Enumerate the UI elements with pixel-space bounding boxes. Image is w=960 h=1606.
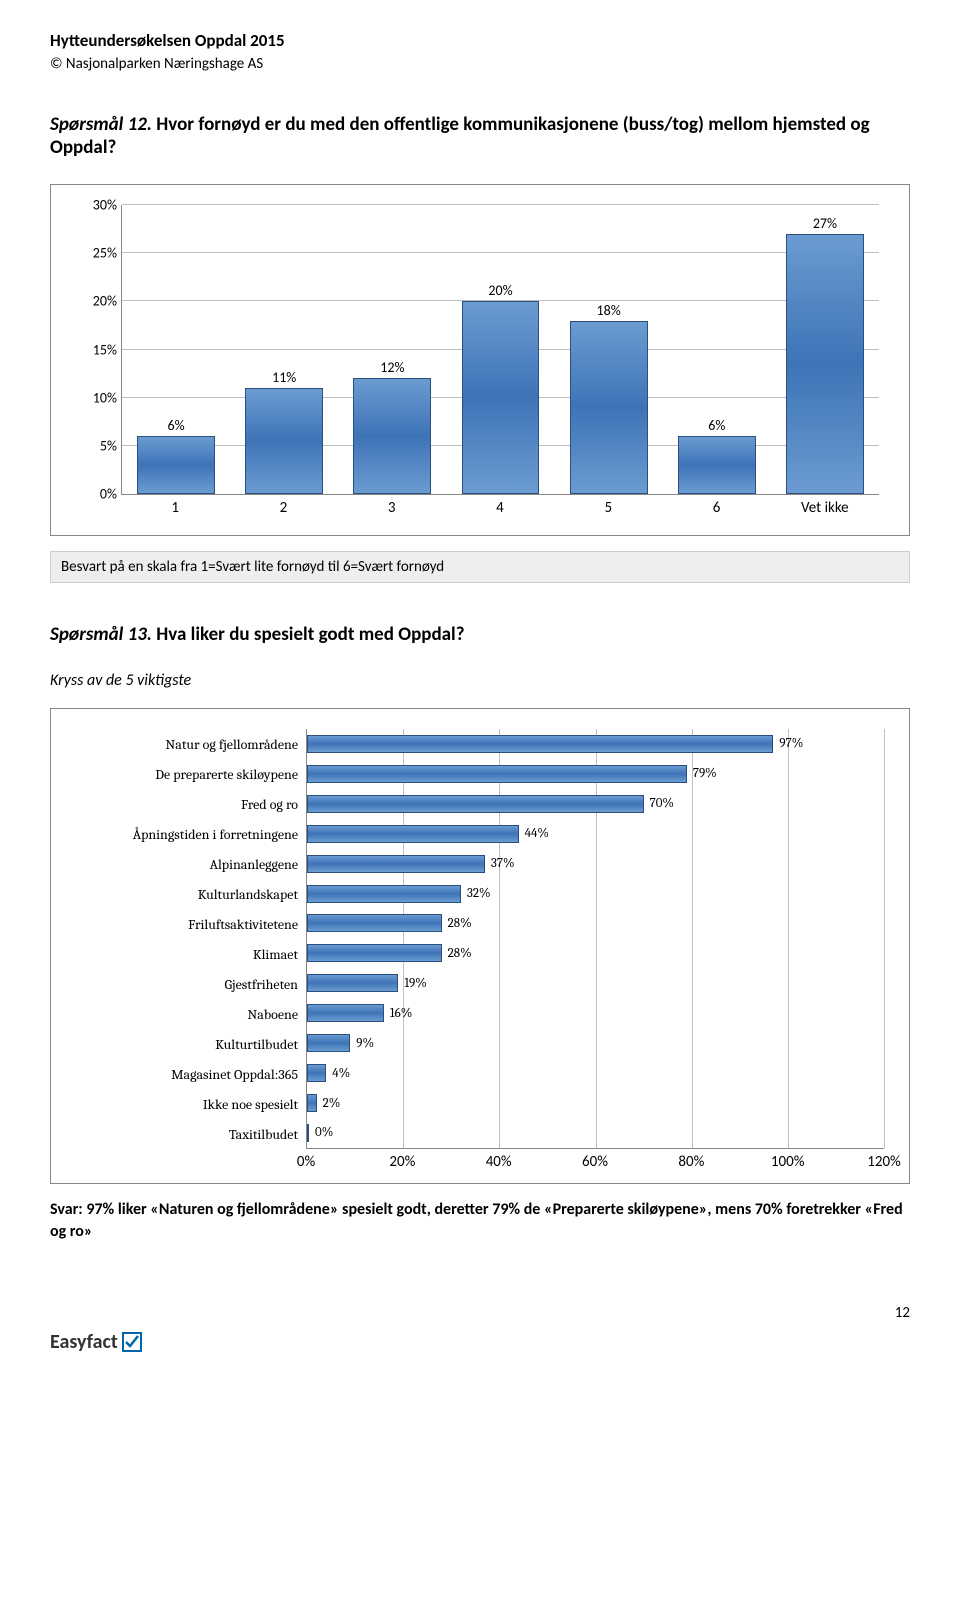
hbar-category-label: Naboene <box>76 999 306 1029</box>
bar: 6% <box>678 436 756 494</box>
footer-logo-text: Easyfact <box>50 1330 118 1354</box>
footer-logo: Easyfact <box>50 1330 910 1354</box>
bar-value-label: 12% <box>354 359 430 376</box>
hbar-value-label: 97% <box>773 736 803 751</box>
hchart-plot: 97% 79% 70% 44% 37% 32% 28% 28% 19% 16% 9%4% 2% 0% <box>306 729 884 1149</box>
x-axis-label: Vet ikke <box>771 495 879 525</box>
bar-value-label: 6% <box>138 417 214 434</box>
checkmark-icon <box>122 1332 142 1352</box>
bar: 11% <box>245 388 323 494</box>
hbar-category-label: Natur og fjellområdene <box>76 729 306 759</box>
y-axis-label: 10% <box>77 389 117 406</box>
x-axis-label: 120% <box>867 1153 901 1171</box>
bar: 18% <box>570 321 648 494</box>
hbar <box>307 855 485 873</box>
hbar <box>307 735 773 753</box>
bar: 27% <box>786 234 864 494</box>
x-axis-label: 5 <box>554 495 662 525</box>
y-axis-label: 15% <box>77 341 117 358</box>
q12-label: Spørsmål 12. <box>50 113 152 136</box>
hbar-value-label: 28% <box>442 916 472 931</box>
hbar-category-label: Kulturlandskapet <box>76 879 306 909</box>
q13-answer: Svar: 97% liker «Naturen og fjellområden… <box>50 1199 910 1244</box>
hbar-value-label: 19% <box>398 976 427 991</box>
hbar-category-label: Fred og ro <box>76 789 306 819</box>
hbar <box>307 1004 384 1022</box>
hbar <box>307 1064 326 1082</box>
hbar-value-label: 2% <box>317 1096 341 1111</box>
hbar <box>307 795 644 813</box>
q12-note: Besvart på en skala fra 1=Svært lite for… <box>50 551 910 583</box>
y-axis-label: 20% <box>77 293 117 310</box>
bar: 20% <box>462 301 540 494</box>
page-number: 12 <box>50 1304 910 1322</box>
bar-value-label: 11% <box>246 369 322 386</box>
hbar-value-label: 79% <box>687 766 717 781</box>
hbar-category-label: De preparerte skiløypene <box>76 759 306 789</box>
hbar-value-label: 0% <box>309 1125 333 1140</box>
q13-text: Hva liker du spesielt godt med Oppdal? <box>152 623 465 646</box>
q13-heading: Spørsmål 13. Hva liker du spesielt godt … <box>50 623 910 646</box>
hbar-value-label: 44% <box>519 826 549 841</box>
hbar <box>307 765 687 783</box>
hbar-value-label: 28% <box>442 946 472 961</box>
x-axis-label: 4 <box>446 495 554 525</box>
hbar <box>307 825 519 843</box>
hbar <box>307 1094 317 1112</box>
q13-label: Spørsmål 13. <box>50 623 152 646</box>
hbar-value-label: 32% <box>461 886 491 901</box>
bar-value-label: 20% <box>463 282 539 299</box>
x-axis-label: 3 <box>338 495 446 525</box>
x-axis-label: 20% <box>389 1153 415 1171</box>
hbar <box>307 914 442 932</box>
hbar-value-label: 9% <box>350 1036 374 1051</box>
bar-value-label: 6% <box>679 417 755 434</box>
q13-subhead: Kryss av de 5 viktigste <box>50 671 910 690</box>
y-axis-label: 5% <box>77 437 117 454</box>
document-title: Hytteundersøkelsen Oppdal 2015 <box>50 30 910 51</box>
y-axis-label: 30% <box>77 197 117 214</box>
x-axis-label: 2 <box>229 495 337 525</box>
q12-chart: 0%5%10%15%20%25%30%6%11%12%20%18%6%27%12… <box>50 184 910 536</box>
hbar <box>307 944 442 962</box>
y-axis-label: 25% <box>77 245 117 262</box>
q12-text: Hvor fornøyd er du med den offentlige ko… <box>50 113 870 159</box>
document-header: Hytteundersøkelsen Oppdal 2015 © Nasjona… <box>50 30 910 73</box>
hbar-category-label: Friluftsaktivitetene <box>76 909 306 939</box>
hbar-value-label: 4% <box>326 1066 350 1081</box>
x-axis-label: 0% <box>297 1153 315 1171</box>
y-axis-label: 0% <box>77 486 117 503</box>
document-copyright: © Nasjonalparken Næringshage AS <box>50 55 910 73</box>
hbar-category-label: Kulturtilbudet <box>76 1029 306 1059</box>
bar-value-label: 18% <box>571 302 647 319</box>
hbar <box>307 1034 350 1052</box>
hbar-category-label: Ikke noe spesielt <box>76 1089 306 1119</box>
bar-value-label: 27% <box>787 215 863 232</box>
vchart-plot: 0%5%10%15%20%25%30%6%11%12%20%18%6%27% <box>121 205 879 495</box>
hbar-category-label: Alpinanleggene <box>76 849 306 879</box>
hbar-value-label: 16% <box>384 1006 412 1021</box>
q13-chart: Natur og fjellområdeneDe preparerte skil… <box>50 708 910 1184</box>
x-axis-label: 100% <box>771 1153 805 1171</box>
x-axis-label: 60% <box>582 1153 608 1171</box>
bar: 6% <box>137 436 215 494</box>
x-axis-label: 6 <box>662 495 770 525</box>
hbar-category-label: Åpningstiden i forretningene <box>76 819 306 849</box>
hbar-category-label: Magasinet Oppdal:365 <box>76 1059 306 1089</box>
hbar-value-label: 37% <box>485 856 515 871</box>
x-axis-label: 80% <box>678 1153 704 1171</box>
x-axis-label: 40% <box>486 1153 512 1171</box>
bar: 12% <box>353 378 431 494</box>
hbar <box>307 885 461 903</box>
hbar-value-label: 70% <box>644 796 674 811</box>
hbar-category-label: Klimaet <box>76 939 306 969</box>
hbar-category-label: Gjestfriheten <box>76 969 306 999</box>
hbar <box>307 974 398 992</box>
hbar-category-label: Taxitilbudet <box>76 1119 306 1149</box>
x-axis-label: 1 <box>121 495 229 525</box>
q12-heading: Spørsmål 12. Hvor fornøyd er du med den … <box>50 113 910 159</box>
